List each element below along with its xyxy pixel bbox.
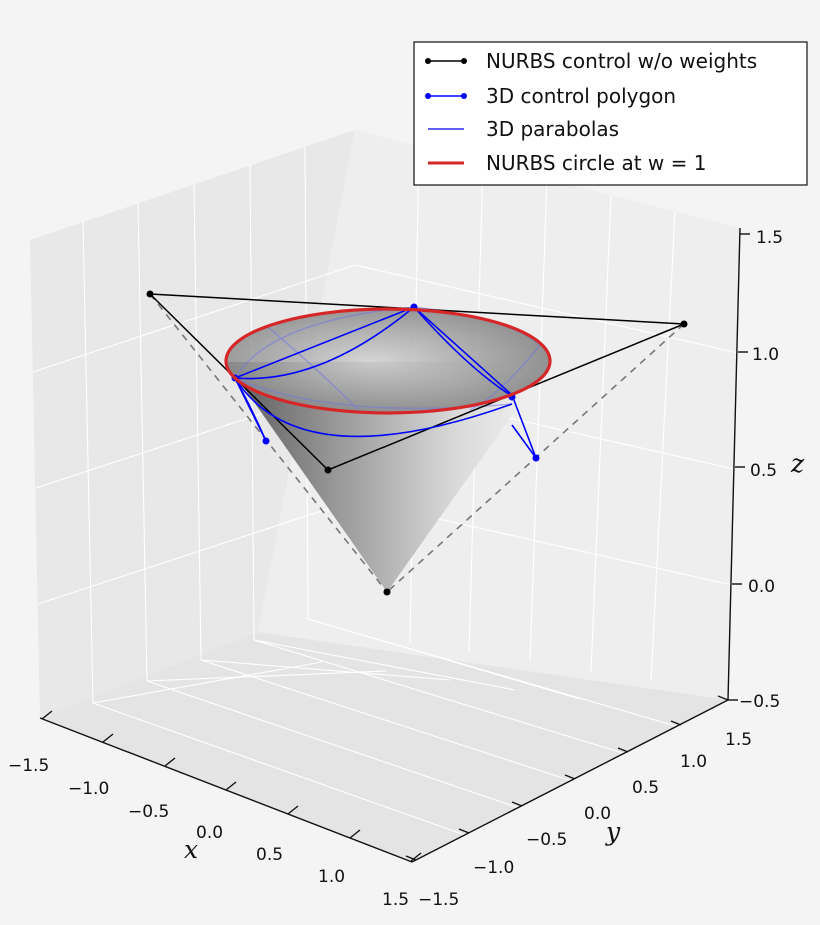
y-tick-labels: −1.5 −1.0 −0.5 0.0 0.5 1.0 1.5 [418,730,752,910]
parabola-front [234,377,513,438]
z-axis-line [727,227,741,701]
y-tick-label: −0.5 [526,830,567,850]
x-axis-title: x [184,835,198,864]
x-tick-label: 1.5 [382,890,409,910]
z-tick-label: 1.5 [756,228,783,248]
y-tick-label: 0.0 [584,804,611,824]
x-tick-label: 1.0 [318,867,345,887]
floor-pane [40,632,728,862]
y-tick-label: 1.0 [680,752,707,772]
z-tick-label: 0.0 [748,577,775,597]
cone-surface [226,309,550,592]
y-tick-label: −1.5 [418,890,459,910]
legend: NURBS control w/o weights 3D control pol… [413,41,808,186]
z-tick-label: −0.5 [739,692,780,712]
legend-label: 3D parabolas [486,117,619,141]
z-axis-title: z [790,449,805,478]
z-tick-label: 1.0 [752,345,779,365]
control-point-3d [262,437,270,445]
y-axis-line [411,699,729,863]
legend-label: NURBS control w/o weights [486,49,757,73]
y-tick-label: −1.0 [473,858,514,878]
nurbs-control-point [383,588,391,596]
y-tick-label: 1.5 [725,730,752,750]
back-pane-left [30,130,355,718]
x-tick-labels: −1.5 −1.0 −0.5 0.0 0.5 1.0 1.5 [8,756,409,910]
parabola-front [234,377,267,442]
z-tick-labels: −0.5 0.0 0.5 1.0 1.5 [739,228,783,712]
cone-top-opening [226,309,550,413]
x-tick-label: −0.5 [128,802,169,822]
legend-entry-parabolas: 3D parabolas [428,117,619,141]
nurbs-control-point [680,320,688,328]
legend-entry-nurbs-circle: NURBS circle at w = 1 [428,151,706,175]
legend-label: 3D control polygon [486,84,676,108]
nurbs-control-point [146,290,154,298]
z-tick-label: 0.5 [750,461,777,481]
control-point-3d [532,454,540,462]
y-axis-title: y [605,817,621,846]
legend-box [413,41,808,186]
y-tick-label: 0.5 [632,778,659,798]
grid-lines [32,144,739,836]
legend-label: NURBS circle at w = 1 [486,151,706,175]
nurbs-circle [224,307,552,415]
cone-body [226,362,550,592]
nurbs-control-point [324,466,332,474]
axis-ticks [41,233,750,862]
x-tick-label: −1.0 [68,779,109,799]
x-tick-label: 0.5 [256,845,283,865]
legend-entry-control-polygon: 3D control polygon [425,84,676,108]
parabola-front [234,306,415,380]
legend-entry-nurbs-control: NURBS control w/o weights [425,49,757,73]
parabola-front [413,306,513,397]
x-tick-label: −1.5 [8,756,49,776]
x-tick-label: 0.0 [196,823,223,843]
